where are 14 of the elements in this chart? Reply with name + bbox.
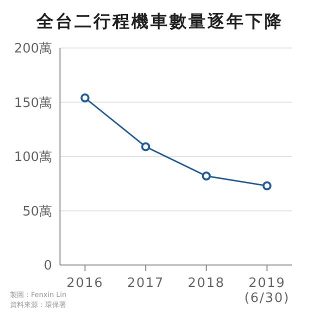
y-tick-label: 100萬 — [14, 150, 52, 166]
point — [262, 181, 272, 190]
x-tick-label: 2019 (6/30) — [244, 276, 290, 306]
point — [141, 142, 150, 152]
x-tick-label: 2016 — [66, 276, 104, 291]
x-tick-label: 2017 — [127, 276, 164, 291]
y-tick-label: 0 — [44, 258, 52, 274]
y-tick-label: 150萬 — [14, 96, 52, 111]
point — [80, 93, 90, 102]
x-tick-label: 2018 — [188, 276, 225, 291]
y-tick-label: 50萬 — [22, 204, 52, 220]
point — [202, 172, 211, 181]
y-tick-label: 200萬 — [14, 42, 52, 57]
chart-title: 全台二行程機車數量逐年下降 — [35, 11, 284, 33]
